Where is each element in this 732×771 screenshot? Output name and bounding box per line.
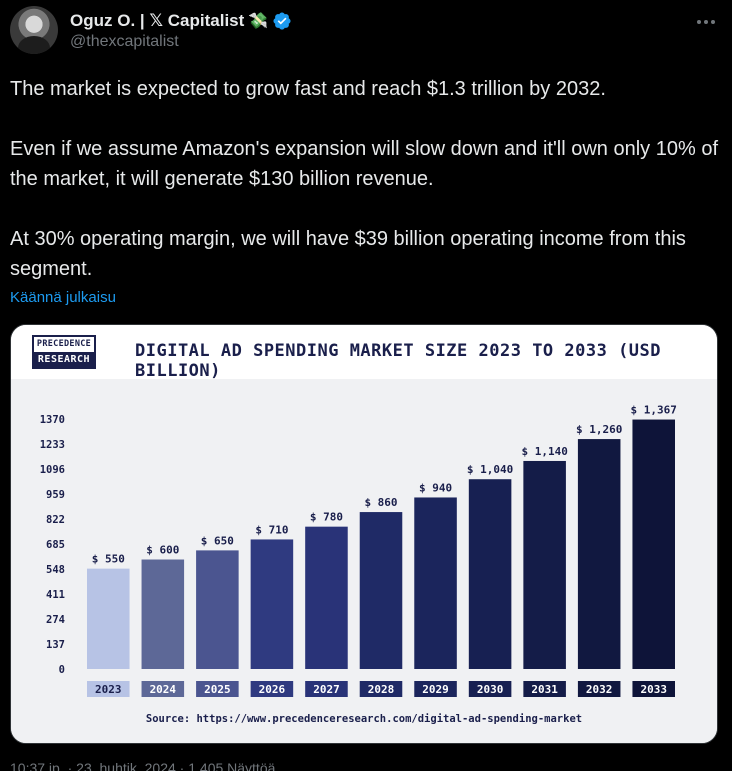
y-tick-label: 1233 — [40, 439, 65, 451]
x-tick-label: 2029 — [422, 683, 449, 696]
bar-value-label: $ 710 — [255, 523, 288, 536]
x-label-box — [305, 681, 348, 697]
x-label-box — [87, 681, 130, 697]
bar — [468, 479, 512, 669]
y-tick-label: 959 — [46, 489, 65, 501]
x-tick-label: 2032 — [586, 683, 613, 696]
bar — [523, 460, 566, 669]
tweet-header: Oguz O. | 𝕏 Capitalist 💸 @thexcapitalist — [10, 6, 722, 58]
y-tick-label: 411 — [46, 589, 65, 601]
x-label-box — [468, 681, 512, 697]
tweet-timestamp[interactable]: 10:37 ip. · 23. huhtik. 2024 · 1 405 Näy… — [10, 760, 276, 771]
bar-value-label: $ 600 — [146, 544, 179, 557]
bar-value-label: $ 550 — [92, 553, 125, 566]
x-label-box — [414, 681, 457, 697]
bar — [250, 539, 294, 669]
bar-value-label: $ 1,040 — [467, 463, 513, 476]
tweet-media-image[interactable]: PRECEDENCE RESEARCH DIGITAL AD SPENDING … — [10, 324, 718, 744]
more-options-icon[interactable] — [694, 10, 718, 34]
x-tick-label: 2030 — [477, 683, 504, 696]
x-label-box — [141, 681, 185, 697]
x-label-box — [632, 681, 675, 697]
bar — [305, 526, 348, 669]
tweet-paragraph: At 30% operating margin, we will have $3… — [10, 228, 686, 280]
bar-value-label: $ 1,367 — [631, 404, 677, 417]
bar-value-label: $ 940 — [419, 481, 452, 494]
x-tick-label: 2025 — [204, 683, 231, 696]
tweet-text: The market is expected to grow fast and … — [10, 74, 722, 284]
y-tick-label: 1370 — [40, 414, 65, 426]
bar — [141, 559, 185, 669]
chart-title: DIGITAL AD SPENDING MARKET SIZE 2023 TO … — [135, 341, 662, 381]
y-tick-label: 137 — [46, 639, 65, 651]
precedence-research-logo: PRECEDENCE RESEARCH — [32, 335, 96, 369]
bar-chart: 0 137 274 411 548 685 822 959 1096 1233 1370 $ 550 2… — [40, 404, 677, 697]
x-label-box — [523, 681, 566, 697]
logo-text-bottom: RESEARCH — [34, 352, 94, 367]
tweet-paragraph: Even if we assume Amazon's expansion wil… — [10, 138, 718, 190]
avatar[interactable] — [10, 6, 58, 54]
translate-post-link[interactable]: Käännä julkaisu — [10, 289, 116, 306]
bar — [577, 439, 621, 669]
bar-value-label: $ 1,140 — [521, 445, 567, 458]
chart-source: Source: https://www.precedenceresearch.c… — [145, 713, 583, 725]
x-tick-label: 2023 — [95, 683, 122, 696]
bar — [196, 550, 239, 669]
y-tick-label: 548 — [46, 564, 65, 576]
y-tick-label: 822 — [46, 514, 65, 526]
x-label-box — [359, 681, 403, 697]
bar-value-label: $ 780 — [310, 511, 343, 524]
logo-text-top: PRECEDENCE — [34, 337, 94, 352]
x-label-box — [250, 681, 294, 697]
author-handle[interactable]: @thexcapitalist — [70, 33, 179, 50]
y-tick-label: 274 — [46, 614, 65, 626]
money-emoji-icon: 💸 — [248, 13, 269, 30]
bar-value-label: $ 1,260 — [576, 423, 622, 436]
x-tick-label: 2031 — [531, 683, 558, 696]
y-tick-label: 1096 — [40, 464, 65, 476]
x-tick-label: 2027 — [313, 683, 340, 696]
tweet-paragraph: The market is expected to grow fast and … — [10, 78, 606, 100]
x-tick-label: 2024 — [150, 683, 177, 696]
bar-value-label: $ 650 — [201, 534, 234, 547]
y-tick-label: 685 — [46, 539, 65, 551]
verified-badge-icon[interactable] — [272, 11, 292, 31]
bar — [414, 497, 457, 669]
bar-value-label: $ 860 — [364, 496, 397, 509]
x-label-box — [196, 681, 239, 697]
x-label-box — [577, 681, 621, 697]
x-tick-label: 2028 — [368, 683, 395, 696]
bar — [359, 512, 403, 669]
y-tick-label: 0 — [59, 664, 65, 676]
x-tick-label: 2026 — [259, 683, 286, 696]
display-name[interactable]: Oguz O. | 𝕏 Capitalist — [70, 11, 245, 30]
x-tick-label: 2033 — [640, 683, 667, 696]
bar — [87, 568, 130, 669]
bar — [632, 419, 675, 669]
author-name-row[interactable]: Oguz O. | 𝕏 Capitalist 💸 — [70, 10, 292, 32]
chart-header: PRECEDENCE RESEARCH DIGITAL AD SPENDING … — [11, 325, 717, 381]
